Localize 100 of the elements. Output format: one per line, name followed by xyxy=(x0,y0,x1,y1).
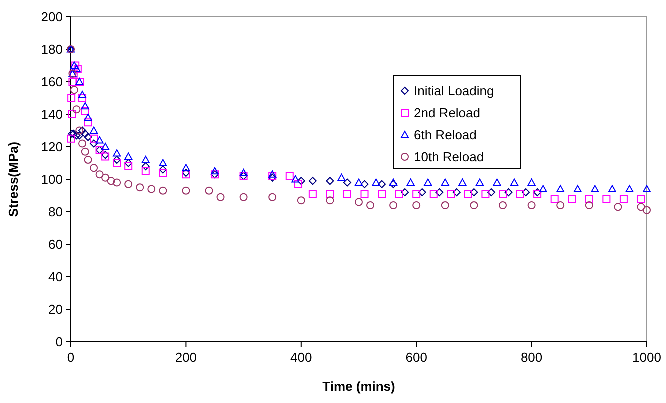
x-tick-label: 400 xyxy=(290,350,312,365)
y-tick-label: 40 xyxy=(48,270,63,284)
point xyxy=(418,188,426,196)
point xyxy=(102,174,110,182)
point xyxy=(84,156,92,164)
point xyxy=(294,180,303,188)
y-tick-label: 120 xyxy=(41,140,63,154)
point xyxy=(378,180,386,188)
point xyxy=(148,185,156,194)
point xyxy=(436,188,444,196)
y-tick-label: 200 xyxy=(41,10,63,24)
point xyxy=(401,188,410,196)
point xyxy=(292,176,300,183)
point xyxy=(516,190,524,198)
x-tick-label: 600 xyxy=(406,350,428,365)
point xyxy=(360,190,369,198)
point xyxy=(70,86,78,94)
point xyxy=(124,159,133,168)
point xyxy=(84,118,92,127)
point xyxy=(90,126,98,134)
legend-label: 2nd Reload xyxy=(414,106,480,120)
point xyxy=(591,185,600,193)
point xyxy=(96,170,104,179)
point xyxy=(412,202,421,210)
point xyxy=(412,190,421,198)
point xyxy=(182,164,190,172)
point xyxy=(76,132,84,140)
point xyxy=(626,185,634,193)
point xyxy=(182,186,190,195)
y-tick-label: 180 xyxy=(41,42,63,57)
point xyxy=(72,132,81,140)
point xyxy=(522,188,530,196)
point xyxy=(366,202,375,210)
point xyxy=(90,134,98,143)
point xyxy=(476,178,484,186)
point xyxy=(113,156,122,164)
point xyxy=(142,156,150,164)
point xyxy=(78,94,87,102)
point xyxy=(240,169,248,176)
point xyxy=(643,185,651,193)
x-tick-label: 1000 xyxy=(632,350,662,365)
point xyxy=(614,203,622,212)
point xyxy=(297,196,306,205)
point xyxy=(378,190,386,198)
point xyxy=(441,202,450,210)
point xyxy=(90,164,98,172)
point xyxy=(372,178,380,186)
point xyxy=(78,140,87,148)
point xyxy=(124,180,133,188)
point xyxy=(499,190,507,198)
point xyxy=(395,190,404,198)
point xyxy=(113,178,122,187)
point xyxy=(430,190,438,198)
point xyxy=(68,110,76,118)
y-tick-label: 0 xyxy=(56,334,63,350)
point xyxy=(136,184,144,192)
point xyxy=(211,167,219,175)
point xyxy=(81,130,90,138)
point xyxy=(81,102,90,110)
point xyxy=(124,152,133,160)
point xyxy=(620,195,628,203)
point xyxy=(441,178,450,186)
point xyxy=(585,195,594,203)
point xyxy=(458,178,467,186)
point xyxy=(602,195,611,203)
point xyxy=(159,159,168,167)
point xyxy=(390,178,398,186)
point xyxy=(390,202,398,210)
legend-label: 6th Reload xyxy=(414,128,477,142)
point xyxy=(355,198,363,206)
point xyxy=(338,174,346,182)
y-tick-label: 60 xyxy=(48,237,63,252)
point xyxy=(84,133,92,142)
point xyxy=(568,195,576,203)
y-tick-label: 80 xyxy=(48,204,63,220)
x-axis-title: Time (mins) xyxy=(322,379,396,394)
point xyxy=(159,169,168,177)
point xyxy=(499,202,507,210)
point xyxy=(268,170,277,178)
point xyxy=(550,195,559,203)
point xyxy=(355,178,363,186)
point xyxy=(504,188,513,196)
point xyxy=(96,136,104,144)
y-tick-label: 160 xyxy=(41,74,63,90)
point xyxy=(107,177,116,186)
y-axis-title: Stress(MPa) xyxy=(6,142,21,218)
point xyxy=(124,162,133,170)
point xyxy=(464,190,472,198)
point xyxy=(326,177,334,186)
point xyxy=(482,190,490,198)
point xyxy=(308,190,317,198)
point xyxy=(84,114,92,122)
y-tick-label: 140 xyxy=(41,107,63,122)
point xyxy=(608,185,616,193)
point xyxy=(556,185,565,193)
point xyxy=(76,126,84,135)
y-tick-label: 100 xyxy=(41,172,63,187)
point xyxy=(637,203,646,212)
point xyxy=(510,178,519,186)
point xyxy=(470,188,478,196)
